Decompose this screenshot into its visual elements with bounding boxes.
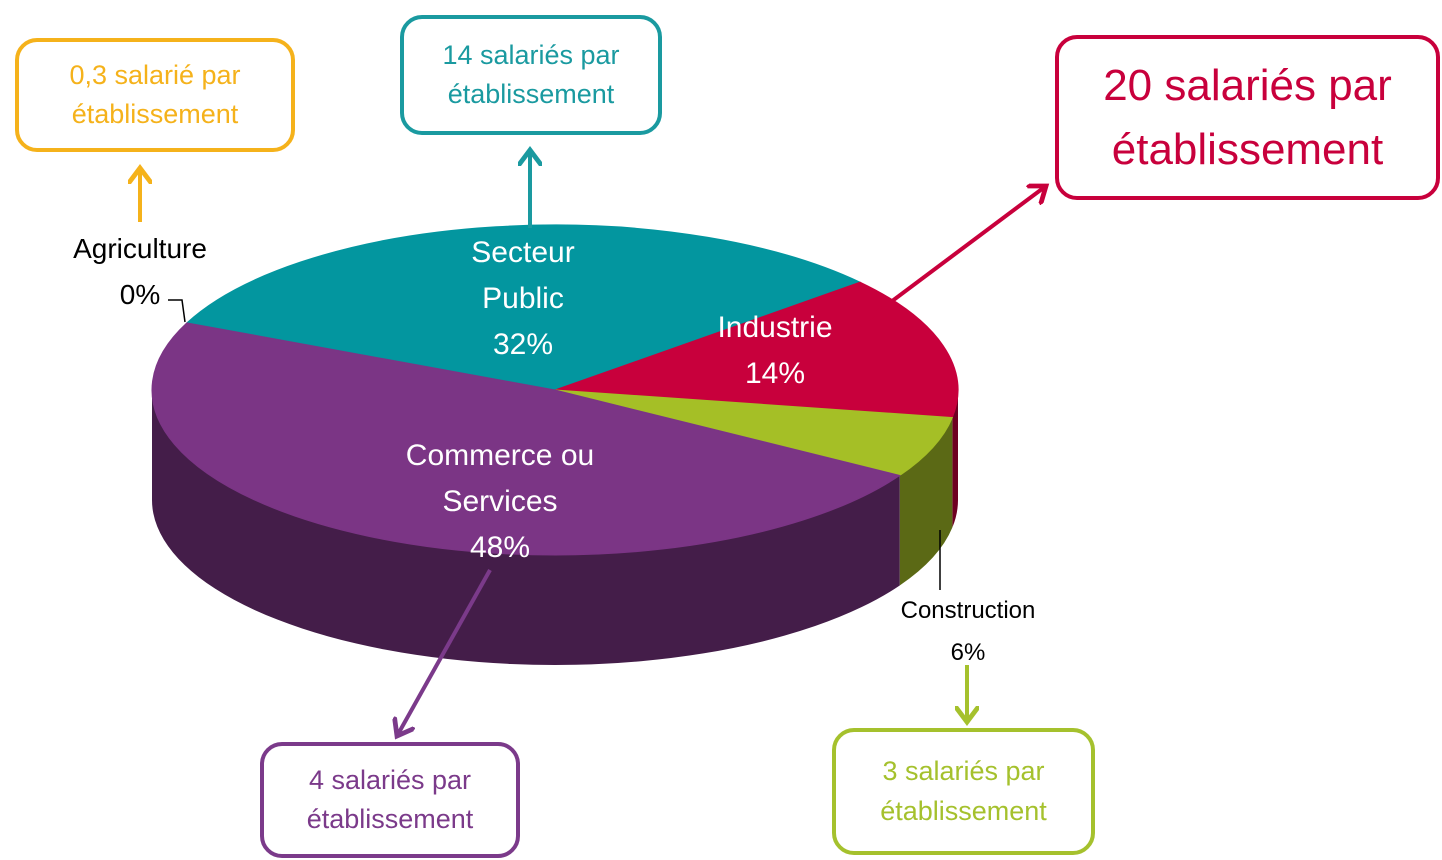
slice-label: Industrie 14% (675, 305, 875, 397)
annotation-box: 14 salariés par établissement (400, 15, 662, 135)
arrow (858, 186, 1046, 327)
annotation-box: 0,3 salarié par établissement (15, 38, 295, 152)
value-label: 14% (744, 357, 806, 390)
slice (151, 322, 901, 556)
slice-side (152, 390, 900, 665)
value-label: 32% (492, 328, 554, 361)
value-label: 48% (469, 531, 531, 564)
slice-side (899, 417, 953, 586)
category-label: Industrie (717, 311, 833, 344)
value-label: 0% (119, 279, 161, 310)
arrow (397, 569, 492, 736)
annotation-box: 3 salariés par établissement (832, 728, 1095, 855)
category-label: Agriculture (73, 233, 207, 264)
slice (185, 224, 862, 391)
category-label: Construction (900, 597, 1036, 624)
value-label: 6% (950, 639, 986, 666)
slice-label: Agriculture 0% (40, 226, 240, 318)
slice-label: Commerce ou Services 48% (400, 433, 600, 571)
slice-side (952, 390, 958, 528)
category-label: Commerce ou Services (405, 439, 595, 518)
category-label: Secteur Public (471, 236, 575, 315)
slice (554, 389, 954, 477)
slice-label: Secteur Public 32% (448, 230, 598, 368)
leader-line (168, 299, 186, 323)
annotation-box: 20 salariés par établissement (1055, 35, 1440, 200)
slice (554, 281, 959, 419)
slice-label: Construction 6% (858, 590, 1078, 674)
annotation-box: 4 salariés par établissement (260, 742, 520, 858)
